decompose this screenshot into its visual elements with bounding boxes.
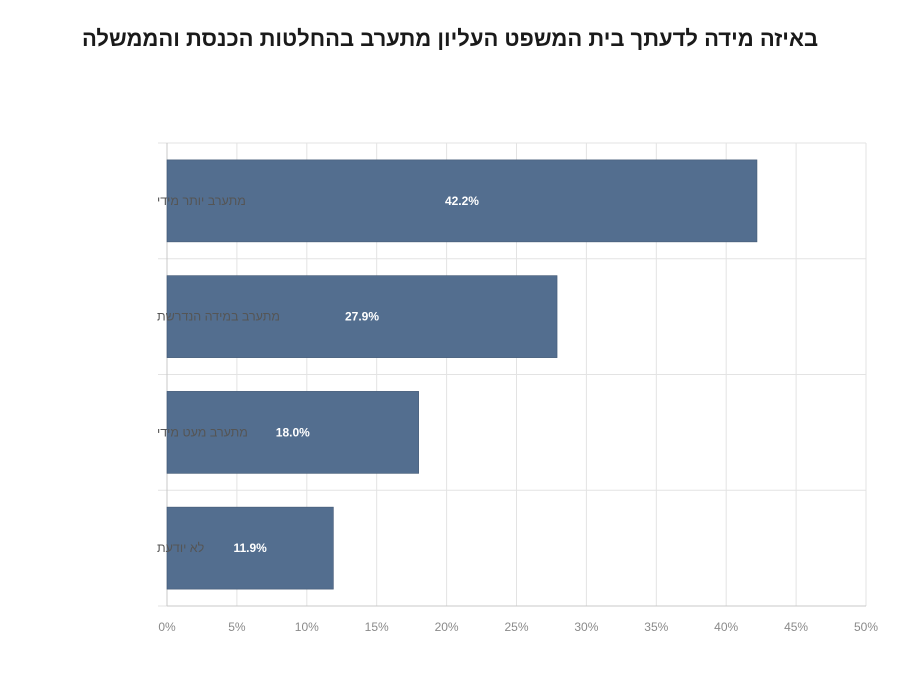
x-tick-label: 25% [504, 620, 528, 634]
category-label: מתערב מעט מידי [157, 425, 248, 439]
x-tick-label: 35% [644, 620, 668, 634]
category-label: מתערב יותר מידי [157, 194, 246, 208]
x-tick-label: 40% [714, 620, 738, 634]
data-label: 27.9% [345, 310, 379, 324]
category-label: מתערב במידה הנדרשת [157, 310, 280, 324]
bar [166, 506, 334, 590]
data-label: 42.2% [445, 194, 479, 208]
category-label: לא יודעת [157, 541, 205, 555]
bar [166, 159, 758, 243]
data-label: 18.0% [276, 425, 310, 439]
x-tick-label: 30% [574, 620, 598, 634]
x-tick-label: 45% [784, 620, 808, 634]
x-tick-label: 5% [228, 620, 246, 634]
x-tick-label: 10% [295, 620, 319, 634]
chart-title: באיזה מידה לדעתך בית המשפט העליון מתערב … [81, 26, 819, 51]
bar [166, 391, 419, 474]
data-label: 11.9% [233, 541, 267, 555]
x-tick-label: 20% [435, 620, 459, 634]
x-tick-label: 0% [158, 620, 176, 634]
x-tick-label: 15% [365, 620, 389, 634]
x-tick-label: 50% [854, 620, 878, 634]
bar [166, 275, 558, 358]
